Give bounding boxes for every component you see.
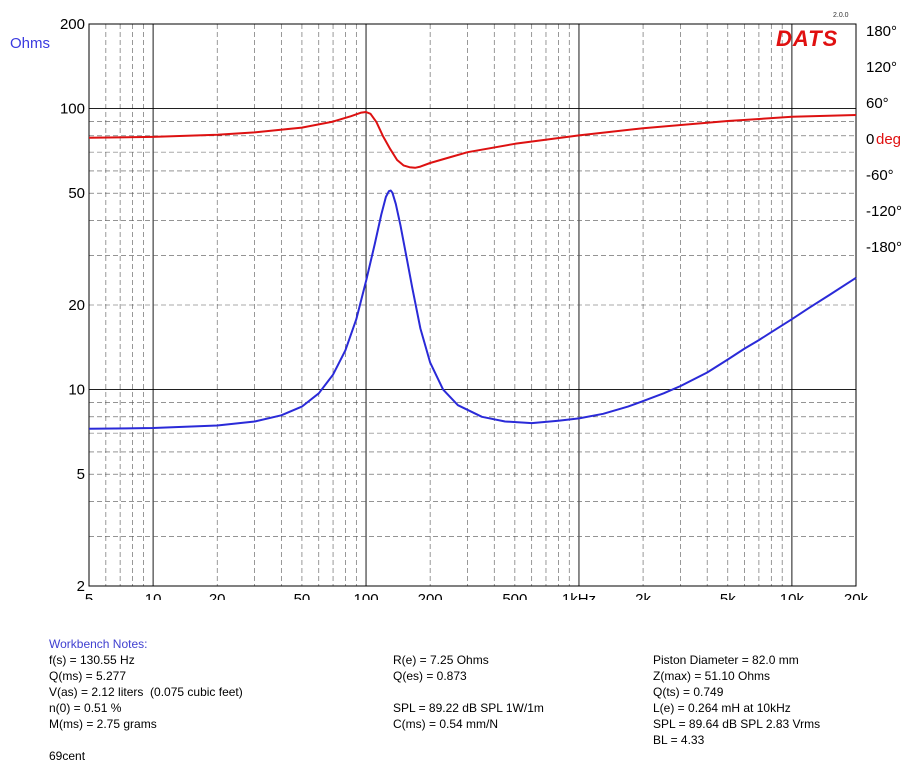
y-right-tick-label: 0	[866, 131, 874, 148]
y-right-axis-label: deg	[876, 131, 901, 148]
notes-column-2: R(e) = 7.25 Ohms Q(es) = 0.873 SPL = 89.…	[393, 652, 544, 732]
impedance-chart: 5 10 20 50 100 200 500 1kHz 2k 5k 10k 20k2510205010…	[10, 16, 902, 600]
phase-curve	[88, 111, 857, 169]
x-tick-label: 20k	[844, 591, 869, 600]
x-tick-label: 200	[418, 591, 443, 600]
note-blank	[393, 684, 544, 700]
note-qms: Q(ms) = 5.277	[49, 669, 127, 683]
version-label: 2.0.0	[833, 12, 849, 19]
y-left-tick-label: 5	[77, 466, 85, 483]
workbench-notes: Workbench Notes: f(s) = 130.55 Hz Q(ms) …	[49, 636, 243, 764]
x-tick-label: 100	[354, 591, 379, 600]
note-mms: M(ms) = 2.75 grams	[49, 717, 157, 731]
x-tick-label: 20	[209, 591, 226, 600]
x-tick-label: 1kHz	[562, 591, 596, 600]
x-tick-label: 10k	[780, 591, 805, 600]
note-piston: Piston Diameter = 82.0 mm	[653, 653, 799, 667]
y-left-tick-label: 50	[68, 185, 85, 202]
y-left-tick-label: 20	[68, 297, 85, 314]
y-left-tick-label: 2	[77, 578, 85, 595]
notes-heading: Workbench Notes:	[49, 637, 148, 651]
impedance-curve	[88, 189, 857, 430]
note-cms: C(ms) = 0.54 mm/N	[393, 717, 499, 731]
y-left-tick-label: 100	[60, 101, 85, 118]
y-right-tick-label: 120°	[866, 59, 897, 76]
note-zmax: Z(max) = 51.10 Ohms	[653, 669, 771, 683]
y-left-axis-label: Ohms	[10, 35, 50, 52]
note-spl-283: SPL = 89.64 dB SPL 2.83 Vrms	[653, 717, 821, 731]
x-tick-label: 50	[294, 591, 311, 600]
note-n0: n(0) = 0.51 %	[49, 701, 122, 715]
y-left-tick-label: 200	[60, 16, 85, 33]
note-fs: f(s) = 130.55 Hz	[49, 653, 135, 667]
note-re: R(e) = 7.25 Ohms	[393, 653, 489, 667]
note-bl: BL = 4.33	[653, 733, 705, 747]
note-qes: Q(es) = 0.873	[393, 669, 467, 683]
x-tick-label: 500	[502, 591, 527, 600]
x-tick-label: 10	[145, 591, 162, 600]
note-le: L(e) = 0.264 mH at 10kHz	[653, 701, 791, 715]
plot-frame	[88, 23, 857, 587]
y-right-tick-label: -180°	[866, 239, 902, 256]
y-right-tick-label: 180°	[866, 23, 897, 40]
note-qts: Q(ts) = 0.749	[653, 685, 724, 699]
notes-column-3: Piston Diameter = 82.0 mm Z(max) = 51.10…	[653, 652, 820, 748]
x-tick-label: 5	[85, 591, 93, 600]
y-right-tick-label: -120°	[866, 203, 902, 220]
dats-logo: DATS	[776, 26, 839, 51]
y-left-tick-label: 10	[68, 382, 85, 399]
x-tick-label: 5k	[720, 591, 736, 600]
notes-footer: 69cent	[49, 749, 86, 763]
note-vas: V(as) = 2.12 liters (0.075 cubic feet)	[49, 685, 243, 699]
y-right-tick-label: 60°	[866, 95, 889, 112]
note-spl-1w: SPL = 89.22 dB SPL 1W/1m	[393, 701, 544, 715]
x-tick-label: 2k	[635, 591, 651, 600]
y-right-tick-label: -60°	[866, 167, 894, 184]
